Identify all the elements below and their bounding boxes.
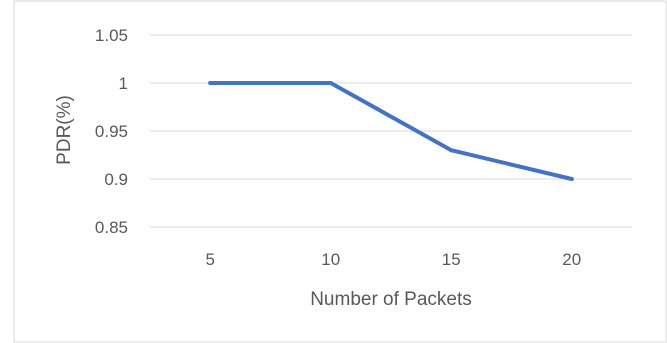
x-axis-tick-labels: 5 10 15 20 (206, 250, 582, 269)
x-tick-label-0: 5 (206, 250, 215, 269)
data-point-0-0 (208, 81, 213, 85)
series-layer (208, 81, 574, 181)
x-tick-label-2: 15 (442, 250, 461, 269)
data-point-0-3 (569, 177, 574, 181)
y-axis-tick-labels: 0.85 0.9 0.95 1 1.05 (95, 26, 128, 237)
x-tick-label-3: 20 (562, 250, 581, 269)
data-point-0-2 (449, 148, 454, 153)
x-axis-title: Number of Packets (310, 289, 472, 310)
series-line-0 (208, 81, 574, 181)
data-point-0-1 (328, 81, 333, 85)
y-tick-label-0: 0.85 (95, 218, 128, 237)
x-tick-label-1: 10 (321, 250, 340, 269)
y-axis-title: PDR(%) (54, 95, 75, 165)
y-tick-label-4: 1.05 (95, 26, 128, 45)
y-tick-label-2: 0.95 (95, 122, 128, 141)
gridlines (150, 34, 632, 228)
y-tick-label-3: 1 (119, 74, 128, 93)
y-tick-label-1: 0.9 (104, 170, 128, 189)
chart-border (13, 0, 667, 343)
